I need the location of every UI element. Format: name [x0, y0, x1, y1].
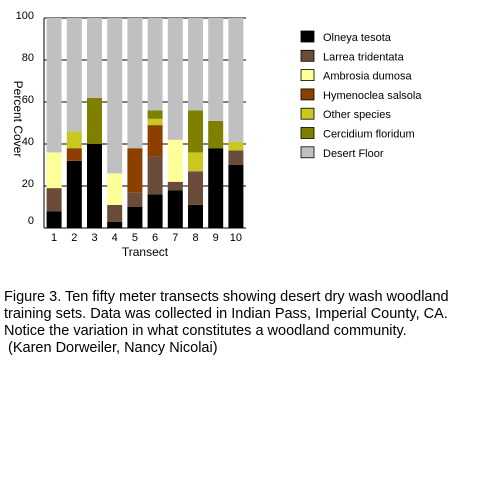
x-tick-label: 9	[213, 232, 219, 244]
bar-segment-larrea-tridentata-transect-8	[188, 171, 203, 205]
x-tick-label: 6	[152, 232, 158, 244]
bar-segment-desert-floor-transect-6	[147, 18, 163, 111]
y-tick-label: 40	[22, 136, 34, 148]
bar-segment-desert-floor-transect-9	[208, 18, 224, 121]
y-tick-label: 60	[22, 94, 34, 106]
legend-swatch	[300, 127, 315, 139]
bar-segment-cercidium-floridum-transect-6	[147, 110, 163, 119]
x-tick-label: 4	[112, 232, 118, 244]
bar-segment-cercidium-floridum-transect-8	[188, 110, 203, 153]
bar-segment-hymenoclea-salsola-transect-2	[66, 148, 82, 161]
x-tick-label: 10	[230, 232, 242, 244]
x-tick-label: 2	[71, 232, 77, 244]
bar-segment-other-species-transect-2	[66, 131, 82, 149]
bar-segment-desert-floor-transect-7	[167, 18, 183, 140]
legend-label: Other species	[323, 109, 391, 121]
bar-segment-olneya-tesota-transect-5	[127, 207, 143, 228]
bars	[46, 18, 244, 228]
bar-segment-larrea-tridentata-transect-4	[107, 204, 123, 222]
caption-line-2: training sets. Data was collected in Ind…	[4, 306, 448, 322]
bar-segment-ambrosia-dumosa-transect-7	[167, 139, 183, 182]
x-tick-label: 3	[91, 232, 97, 244]
legend-label: Larrea tridentata	[323, 51, 405, 63]
bar-segment-hymenoclea-salsola-transect-5	[127, 148, 143, 193]
legend-swatch	[300, 49, 315, 62]
y-tick-label: 80	[22, 52, 34, 64]
x-tick-label: 8	[192, 232, 198, 244]
y-axis-title: Percent Cover	[11, 81, 25, 158]
figure-caption: Figure 3. Ten fifty meter transects show…	[4, 289, 498, 357]
stacked-bar-chart: 0 20 40 60 80 100 1 2 3 4 5 6 7 8 9 10 Transect Percent C…	[11, 10, 422, 259]
legend-label: Olneya tesota	[323, 32, 392, 44]
bar-segment-olneya-tesota-transect-9	[208, 148, 224, 228]
bar-segment-olneya-tesota-transect-6	[147, 194, 163, 228]
legend: Olneya tesota Larrea tridentata Ambrosia d…	[300, 30, 422, 160]
bar-segment-desert-floor-transect-3	[87, 18, 102, 98]
y-tick-label: 20	[22, 178, 34, 190]
bar-segment-ambrosia-dumosa-transect-1	[46, 152, 62, 189]
bar-segment-desert-floor-transect-1	[46, 18, 62, 153]
bar-segment-larrea-tridentata-transect-7	[167, 181, 183, 191]
legend-label: Cercidium floridum	[323, 129, 415, 141]
bar-segment-olneya-tesota-transect-10	[228, 165, 244, 228]
bar-segment-olneya-tesota-transect-2	[66, 160, 82, 228]
caption-line-3: Notice the variation in what constitutes…	[4, 323, 407, 339]
legend-swatch	[300, 146, 315, 159]
bar-segment-olneya-tesota-transect-1	[46, 211, 62, 228]
y-tick-label: 0	[28, 215, 34, 227]
bar-segment-olneya-tesota-transect-4	[107, 221, 123, 228]
legend-label: Ambrosia dumosa	[323, 71, 413, 83]
legend-swatch	[300, 69, 315, 81]
legend-label: Hymenoclea salsola	[323, 90, 422, 102]
bar-segment-desert-floor-transect-10	[228, 18, 244, 142]
bar-segment-desert-floor-transect-8	[188, 18, 203, 111]
x-tick-label: 5	[132, 232, 138, 244]
bar-segment-desert-floor-transect-4	[107, 18, 123, 174]
bar-segment-olneya-tesota-transect-8	[188, 204, 203, 228]
legend-swatch	[300, 88, 315, 101]
legend-swatch	[300, 30, 315, 43]
bar-segment-other-species-transect-10	[228, 141, 244, 151]
axes: 0 20 40 60 80 100 1 2 3 4 5 6 7 8 9 10 Transect Percent C…	[11, 10, 246, 259]
bar-segment-ambrosia-dumosa-transect-4	[107, 173, 123, 205]
bar-segment-larrea-tridentata-transect-5	[127, 192, 143, 207]
legend-label: Desert Floor	[323, 148, 384, 160]
x-tick-label: 7	[172, 232, 178, 244]
x-axis-title: Transect	[122, 245, 169, 259]
legend-swatch	[300, 107, 315, 120]
bar-segment-olneya-tesota-transect-7	[167, 190, 183, 228]
bar-segment-hymenoclea-salsola-transect-6	[147, 125, 163, 157]
bar-segment-olneya-tesota-transect-3	[87, 144, 102, 228]
bar-segment-other-species-transect-8	[188, 152, 203, 172]
y-tick-label: 100	[16, 10, 34, 22]
bar-segment-other-species-transect-6	[147, 118, 163, 126]
bar-segment-cercidium-floridum-transect-3	[87, 97, 102, 144]
bar-segment-desert-floor-transect-5	[127, 18, 143, 149]
bar-segment-larrea-tridentata-transect-6	[147, 156, 163, 195]
bar-segment-desert-floor-transect-2	[66, 18, 82, 132]
bar-segment-cercidium-floridum-transect-9	[208, 120, 224, 149]
bar-segment-larrea-tridentata-transect-1	[46, 188, 62, 212]
bar-segment-larrea-tridentata-transect-10	[228, 150, 244, 165]
caption-line-1: Figure 3. Ten fifty meter transects show…	[4, 289, 449, 305]
caption-line-4: (Karen Dorweiler, Nancy Nicolai)	[4, 340, 218, 356]
x-tick-label: 1	[51, 232, 57, 244]
